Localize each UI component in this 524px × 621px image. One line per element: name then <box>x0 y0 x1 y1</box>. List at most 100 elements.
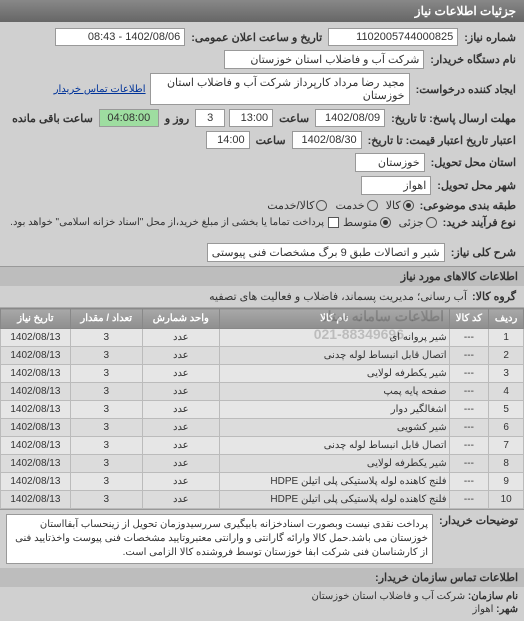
table-cell: --- <box>449 329 489 347</box>
table-cell: اشغالگیر دوار <box>220 401 450 419</box>
form-area: شماره نیاز: 1102005744000825 تاریخ و ساع… <box>0 22 524 239</box>
remain-days-label: روز و <box>163 112 191 125</box>
contact-city-label: شهر: <box>496 604 518 615</box>
radio-dot-icon <box>380 217 391 228</box>
table-cell: 3 <box>70 383 142 401</box>
table-cell: 3 <box>70 419 142 437</box>
remain-suffix: ساعت باقی مانده <box>10 112 95 125</box>
table-row[interactable]: 3---شیر یکطرفه لولاییعدد31402/08/13 <box>1 365 524 383</box>
table-row[interactable]: 5---اشغالگیر دوارعدد31402/08/13 <box>1 401 524 419</box>
table-cell: عدد <box>142 437 219 455</box>
goods-section-title: اطلاعات کالاهای مورد نیاز <box>0 266 524 286</box>
table-row[interactable]: 7---اتصال قابل انبساط لوله چدنیعدد31402/… <box>1 437 524 455</box>
requester-field: مجید رضا مرداد کارپرداز شرکت آب و فاضلاب… <box>150 73 410 105</box>
table-cell: --- <box>449 455 489 473</box>
table-cell: 4 <box>489 383 524 401</box>
category-value: آب رسانی؛ مدیریت پسماند، فاضلاب و فعالیت… <box>209 291 467 303</box>
table-cell: عدد <box>142 329 219 347</box>
buyer-label: نام دستگاه خریدار: <box>428 53 518 66</box>
province-label: استان محل تحویل: <box>429 156 518 169</box>
table-cell: 3 <box>70 401 142 419</box>
buyer-explain-text: پرداخت نقدی نیست وبصورت اسنادخزانه بابیگ… <box>6 514 433 564</box>
table-cell: شیر کشویی <box>220 419 450 437</box>
goods-table: ردیفکد کالانام کالاواحد شمارشتعداد / مقد… <box>0 308 524 509</box>
table-row[interactable]: 8---شیر یکطرفه لولاییعدد31402/08/13 <box>1 455 524 473</box>
table-cell: فلنج کاهنده لوله پلاستیکی پلی اتیلن HDPE <box>220 491 450 509</box>
table-row[interactable]: 2---اتصال قابل انبساط لوله چدنیعدد31402/… <box>1 347 524 365</box>
table-row[interactable]: 6---شیر کشوییعدد31402/08/13 <box>1 419 524 437</box>
table-cell: 1402/08/13 <box>1 437 71 455</box>
table-cell: 5 <box>489 401 524 419</box>
treasury-checkbox[interactable] <box>328 217 339 228</box>
table-cell: 3 <box>70 347 142 365</box>
announce-field: 1402/08/06 - 08:43 <box>55 28 185 46</box>
table-cell: 7 <box>489 437 524 455</box>
contact-org-label: نام سازمان: <box>468 591 518 602</box>
radio-both[interactable]: کالا/خدمت <box>267 199 327 212</box>
validity-date: 1402/08/30 <box>292 131 362 149</box>
table-cell: صفحه پایه پمپ <box>220 383 450 401</box>
table-header: واحد شمارش <box>142 309 219 329</box>
buyer-explain-label: توضیحات خریدار: <box>439 514 518 564</box>
radio-mid[interactable]: متوسط <box>343 216 391 229</box>
table-cell: 3 <box>70 365 142 383</box>
validity-label: اعتبار تاریخ اعتبار قیمت: تا تاریخ: <box>366 134 518 147</box>
validity-time: 14:00 <box>206 131 250 149</box>
packing-radio-group: کالا خدمت کالا/خدمت <box>267 199 413 212</box>
table-cell: --- <box>449 347 489 365</box>
table-header: تعداد / مقدار <box>70 309 142 329</box>
req-number-field: 1102005744000825 <box>328 28 458 46</box>
packing-label: طبقه بندی موضوعی: <box>418 199 518 212</box>
table-cell: 6 <box>489 419 524 437</box>
table-cell: عدد <box>142 347 219 365</box>
table-cell: 1402/08/13 <box>1 365 71 383</box>
time-label-1: ساعت <box>277 112 311 125</box>
table-cell: عدد <box>142 455 219 473</box>
contact-body: نام سازمان: شرکت آب و فاضلاب استان خوزست… <box>0 587 524 621</box>
table-cell: 10 <box>489 491 524 509</box>
table-cell: 3 <box>70 329 142 347</box>
contact-section-title: اطلاعات تماس سازمان خریدار: <box>0 568 524 587</box>
table-cell: شیر پروانه ای <box>220 329 450 347</box>
table-cell: 1402/08/13 <box>1 491 71 509</box>
announce-label: تاریخ و ساعت اعلان عمومی: <box>189 31 324 44</box>
city-label: شهر محل تحویل: <box>435 179 518 192</box>
radio-dot-icon <box>426 217 437 228</box>
table-cell: --- <box>449 491 489 509</box>
city-field: اهواز <box>361 176 431 195</box>
table-cell: --- <box>449 401 489 419</box>
table-row[interactable]: 4---صفحه پایه پمپعدد31402/08/13 <box>1 383 524 401</box>
table-cell: 8 <box>489 455 524 473</box>
radio-goods[interactable]: کالا <box>386 199 414 212</box>
table-header: ردیف <box>489 309 524 329</box>
contact-link[interactable]: اطلاعات تماس خریدار <box>54 84 146 95</box>
table-cell: 3 <box>489 365 524 383</box>
remain-days: 3 <box>195 109 225 127</box>
treasury-note: پرداخت تماما یا بخشی از مبلغ خرید،از محل… <box>10 217 324 228</box>
table-cell: --- <box>449 383 489 401</box>
table-cell: 1402/08/13 <box>1 455 71 473</box>
table-cell: 1402/08/13 <box>1 383 71 401</box>
table-cell: 3 <box>70 455 142 473</box>
table-cell: 1402/08/13 <box>1 401 71 419</box>
radio-dot-icon <box>367 200 378 211</box>
category-label: گروه کالا: <box>470 291 518 303</box>
buyer-field: شرکت آب و فاضلاب استان خوزستان <box>224 50 424 69</box>
table-cell: --- <box>449 437 489 455</box>
table-row[interactable]: 9---فلنج کاهنده لوله پلاستیکی پلی اتیلن … <box>1 473 524 491</box>
contact-org: شرکت آب و فاضلاب استان خوزستان <box>311 591 465 602</box>
panel-title: جزئیات اطلاعات نیاز <box>0 0 524 22</box>
delivery-type-label: نوع فرآیند خرید: <box>441 216 518 229</box>
deadline-label: مهلت ارسال پاسخ: تا تاریخ: <box>389 112 518 125</box>
table-cell: 1 <box>489 329 524 347</box>
table-row[interactable]: 10---فلنج کاهنده لوله پلاستیکی پلی اتیلن… <box>1 491 524 509</box>
table-cell: اتصال قابل انبساط لوله چدنی <box>220 437 450 455</box>
radio-low[interactable]: جزئی <box>399 216 437 229</box>
radio-service[interactable]: خدمت <box>335 199 377 212</box>
need-title-label: شرح کلی نیاز: <box>449 246 518 259</box>
table-cell: 3 <box>70 437 142 455</box>
table-cell: 1402/08/13 <box>1 347 71 365</box>
table-header: تاریخ نیاز <box>1 309 71 329</box>
table-row[interactable]: 1---شیر پروانه ایعدد31402/08/13 <box>1 329 524 347</box>
req-number-label: شماره نیاز: <box>462 31 518 44</box>
